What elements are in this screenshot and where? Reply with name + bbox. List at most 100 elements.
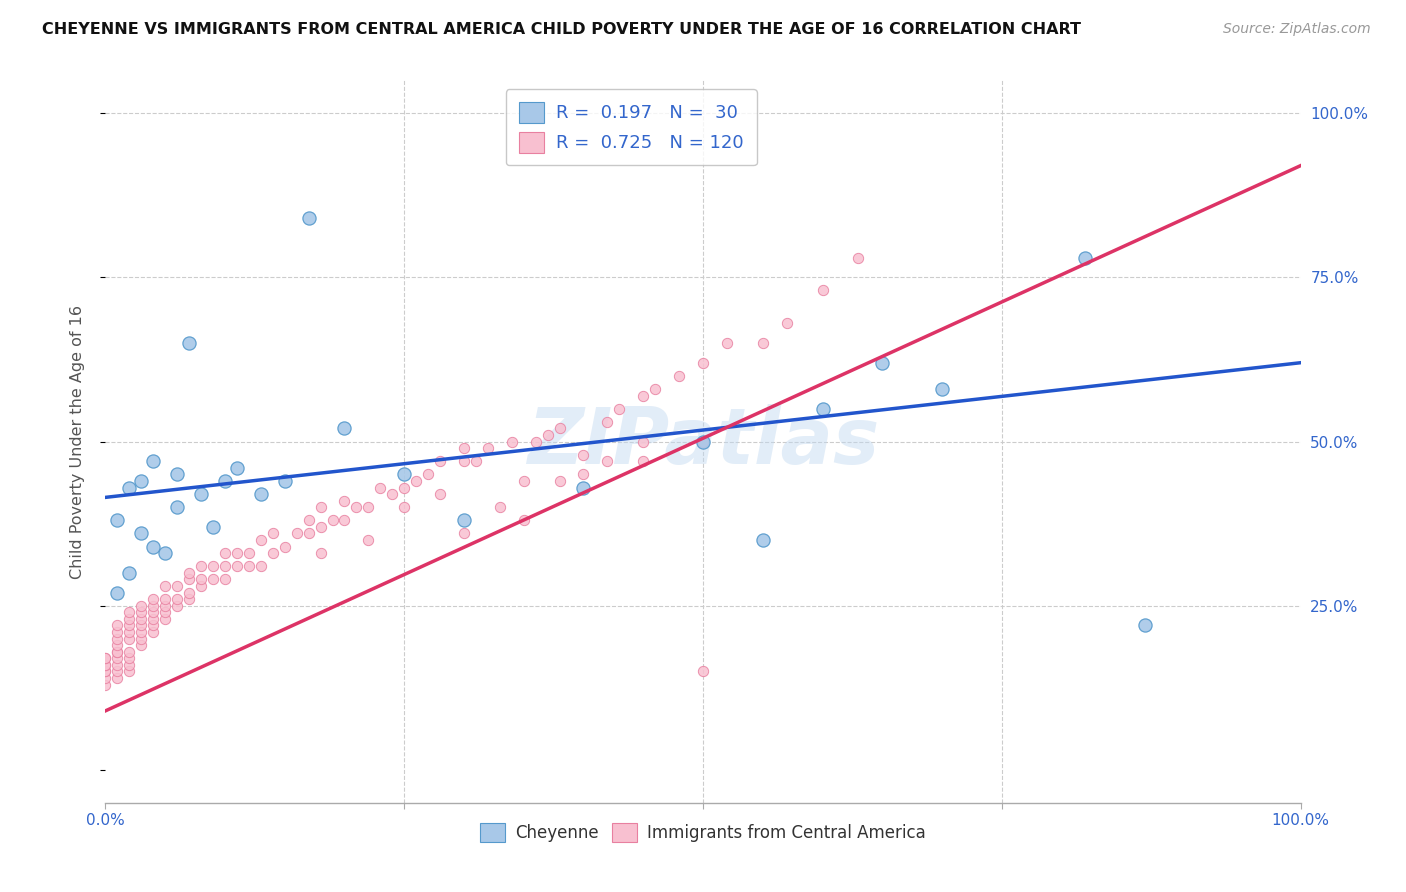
Point: [273, 540, 295, 554]
Point: [190, 487, 212, 501]
Point: [333, 493, 356, 508]
Point: [107, 625, 129, 640]
Point: [118, 657, 141, 672]
Point: [262, 546, 284, 560]
Point: [94, 671, 117, 685]
Point: [142, 454, 165, 468]
Point: [214, 559, 236, 574]
Point: [357, 533, 380, 547]
Point: [166, 500, 188, 515]
Point: [453, 454, 475, 468]
Point: [225, 546, 249, 560]
Point: [392, 481, 416, 495]
Point: [118, 566, 141, 580]
Point: [177, 585, 201, 599]
Point: [333, 513, 356, 527]
Point: [692, 434, 714, 449]
Point: [177, 592, 201, 607]
Point: [489, 500, 512, 515]
Point: [166, 467, 188, 482]
Point: [1133, 618, 1156, 632]
Point: [273, 474, 295, 488]
Point: [453, 441, 475, 455]
Point: [429, 454, 451, 468]
Point: [1074, 251, 1097, 265]
Point: [214, 474, 236, 488]
Point: [118, 605, 141, 619]
Point: [118, 645, 141, 659]
Point: [129, 632, 153, 646]
Point: [94, 651, 117, 665]
Point: [692, 665, 714, 679]
Point: [811, 284, 834, 298]
Point: [429, 487, 451, 501]
Text: Source: ZipAtlas.com: Source: ZipAtlas.com: [1223, 22, 1371, 37]
Point: [225, 460, 249, 475]
Point: [596, 454, 619, 468]
Point: [250, 559, 273, 574]
Point: [107, 665, 129, 679]
Point: [633, 454, 655, 468]
Point: [94, 657, 117, 672]
Point: [118, 612, 141, 626]
Point: [453, 513, 475, 527]
Point: [118, 632, 141, 646]
Point: [692, 356, 714, 370]
Point: [572, 481, 595, 495]
Point: [751, 533, 773, 547]
Point: [392, 467, 416, 482]
Point: [129, 618, 153, 632]
Point: [129, 526, 153, 541]
Point: [107, 618, 129, 632]
Point: [214, 573, 236, 587]
Point: [177, 566, 201, 580]
Point: [513, 474, 536, 488]
Point: [536, 428, 558, 442]
Point: [118, 651, 141, 665]
Point: [118, 625, 141, 640]
Legend: Cheyenne, Immigrants from Central America: Cheyenne, Immigrants from Central Americ…: [474, 816, 932, 848]
Point: [107, 645, 129, 659]
Point: [94, 651, 117, 665]
Point: [190, 573, 212, 587]
Point: [94, 677, 117, 691]
Point: [94, 657, 117, 672]
Point: [190, 559, 212, 574]
Point: [190, 579, 212, 593]
Point: [118, 665, 141, 679]
Point: [513, 513, 536, 527]
Point: [142, 592, 165, 607]
Point: [94, 665, 117, 679]
Point: [607, 401, 630, 416]
Point: [872, 356, 894, 370]
Point: [153, 599, 177, 613]
Point: [716, 336, 738, 351]
Point: [202, 573, 225, 587]
Point: [405, 474, 427, 488]
Y-axis label: Child Poverty Under the Age of 16: Child Poverty Under the Age of 16: [70, 304, 84, 579]
Point: [166, 599, 188, 613]
Point: [357, 500, 380, 515]
Point: [321, 513, 344, 527]
Point: [177, 336, 201, 351]
Point: [153, 605, 177, 619]
Point: [129, 638, 153, 652]
Point: [692, 434, 714, 449]
Point: [238, 559, 260, 574]
Point: [464, 454, 488, 468]
Point: [250, 487, 273, 501]
Point: [776, 316, 799, 330]
Point: [129, 625, 153, 640]
Point: [548, 474, 571, 488]
Point: [153, 546, 177, 560]
Point: [572, 467, 595, 482]
Point: [142, 605, 165, 619]
Point: [392, 500, 416, 515]
Point: [107, 638, 129, 652]
Point: [118, 481, 141, 495]
Point: [524, 434, 547, 449]
Point: [548, 421, 571, 435]
Point: [225, 559, 249, 574]
Point: [214, 546, 236, 560]
Point: [418, 467, 440, 482]
